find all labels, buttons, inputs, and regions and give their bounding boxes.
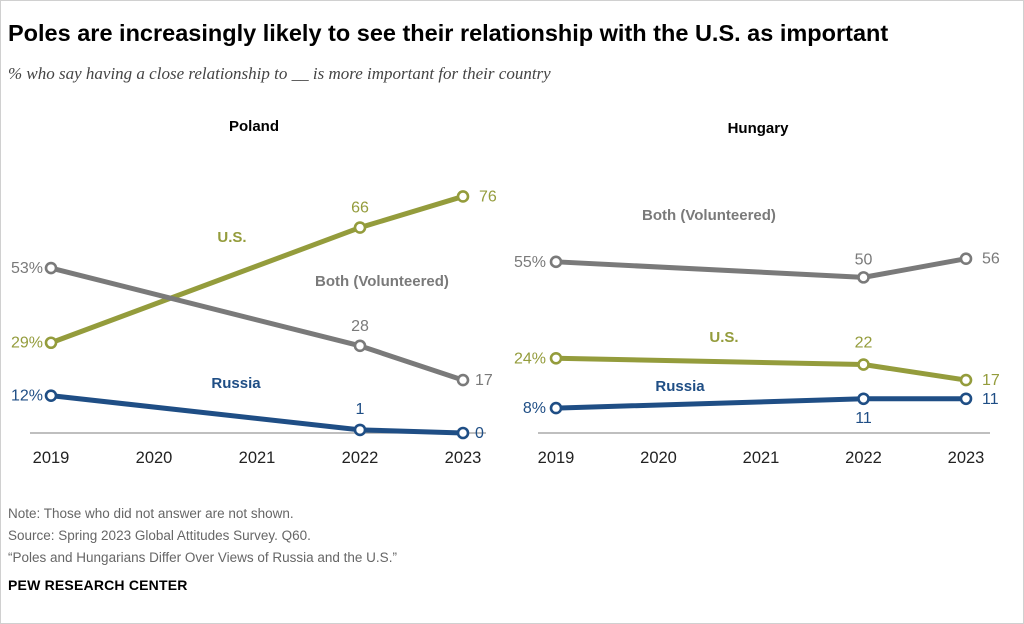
data-label-hungary-russia-2022: 11 [855,410,872,427]
data-label-poland-us-2023: 76 [479,188,497,205]
data-label-hungary-us-2023: 17 [982,372,1000,389]
x-tick-label-hungary-2020: 2020 [640,449,677,467]
series-label-hungary-russia: Russia [655,378,705,395]
data-point-poland-both-2019 [44,261,58,275]
data-point-poland-both-2023 [456,373,470,387]
series-label-hungary-both: Both (Volunteered) [642,207,776,224]
series-line-hungary-both [553,256,969,280]
data-label-poland-us-2022: 66 [351,200,369,217]
series-label-poland-us: U.S. [217,229,246,246]
data-point-hungary-russia-2023 [959,392,973,406]
data-label-poland-both-2022: 28 [351,318,369,335]
panel-title-hungary: Hungary [728,120,790,137]
series-line-poland-russia [48,393,466,436]
data-label-poland-us-2019: 29% [11,335,43,352]
chart-subtitle: % who say having a close relationship to… [8,64,551,83]
data-label-poland-both-2019: 53% [11,260,43,277]
x-tick-label-poland-2023: 2023 [445,449,482,467]
data-point-poland-us-2022 [353,221,367,234]
data-label-hungary-russia-2019: 8% [523,400,546,417]
data-label-hungary-russia-2023: 11 [982,391,999,408]
data-label-hungary-both-2019: 55% [514,254,546,271]
footer-source: Source: Spring 2023 Global Attitudes Sur… [8,528,311,543]
footer-note: Note: Those who did not answer are not s… [8,506,294,521]
series-label-hungary-us: U.S. [709,329,738,346]
data-point-hungary-us-2019 [549,351,563,365]
data-label-poland-russia-2022: 1 [356,401,365,418]
data-point-hungary-both-2022 [857,271,870,284]
data-point-hungary-both-2019 [549,255,563,269]
data-label-hungary-both-2023: 56 [982,251,1000,268]
series-line-hungary-russia [553,396,969,411]
data-point-poland-us-2023 [456,190,470,203]
x-tick-label-poland-2019: 2019 [33,449,70,467]
footer-report: “Poles and Hungarians Differ Over Views … [8,550,397,565]
data-label-poland-russia-2023: 0 [475,425,484,442]
x-tick-label-poland-2022: 2022 [342,449,379,467]
series-line-hungary-us [553,355,969,383]
x-tick-label-hungary-2019: 2019 [538,449,575,467]
data-point-poland-russia-2019 [44,389,58,402]
data-point-hungary-russia-2022 [857,392,870,406]
x-tick-label-poland-2021: 2021 [239,449,276,467]
data-point-poland-russia-2022 [353,423,367,437]
data-point-hungary-us-2023 [959,373,973,387]
chart-title: Poles are increasingly likely to see the… [8,20,889,46]
x-tick-label-hungary-2022: 2022 [845,449,882,467]
data-point-poland-both-2022 [353,339,367,353]
x-tick-label-poland-2020: 2020 [136,449,173,467]
x-tick-label-hungary-2021: 2021 [743,449,780,467]
series-label-poland-both: Both (Volunteered) [315,273,449,290]
data-point-hungary-both-2023 [959,252,973,266]
panel-title-poland: Poland [229,118,279,135]
data-point-hungary-us-2022 [857,358,870,371]
x-tick-label-hungary-2023: 2023 [948,449,985,467]
series-label-poland-russia: Russia [211,375,261,392]
data-point-hungary-russia-2019 [549,401,563,415]
brand-logo-text: PEW RESEARCH CENTER [8,577,188,593]
data-label-hungary-us-2019: 24% [514,350,546,367]
data-label-poland-both-2023: 17 [475,372,493,389]
data-point-poland-us-2019 [44,336,58,350]
data-label-hungary-both-2022: 50 [855,251,873,268]
data-label-poland-russia-2019: 12% [11,388,43,405]
data-label-hungary-us-2022: 22 [855,335,873,352]
data-point-poland-russia-2023 [456,426,470,440]
